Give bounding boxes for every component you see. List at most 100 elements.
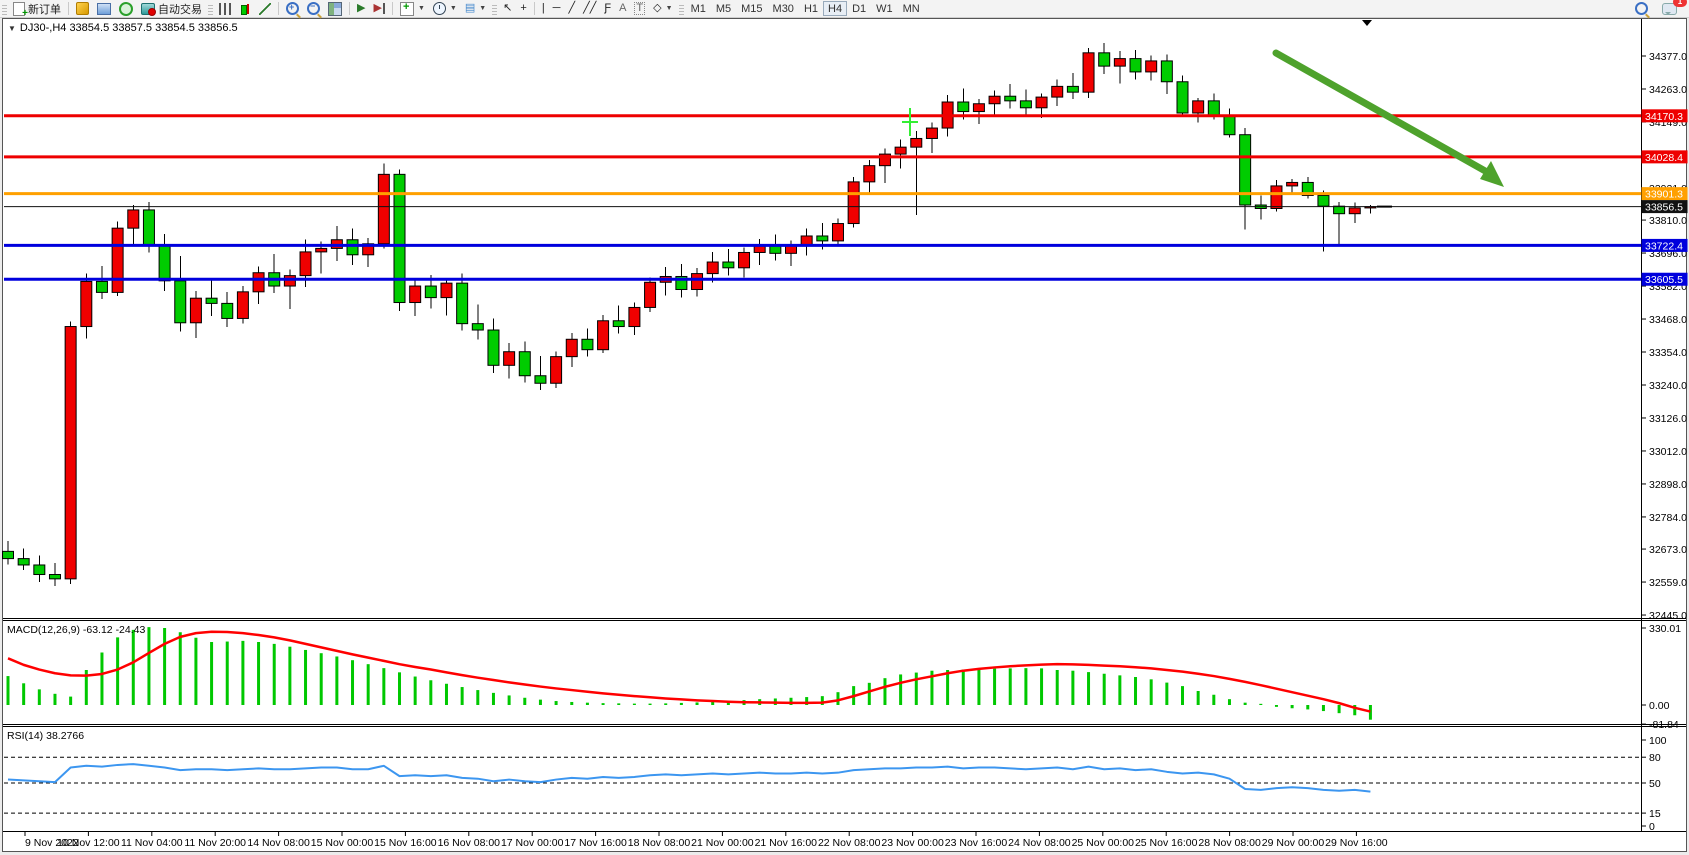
separator — [533, 2, 535, 15]
line-chart-button[interactable] — [255, 1, 275, 16]
svg-text:21 Nov 16:00: 21 Nov 16:00 — [755, 837, 818, 849]
svg-text:33126.0: 33126.0 — [1649, 413, 1687, 425]
candlestick-chart-icon — [239, 3, 251, 15]
auto-trading-button[interactable]: 自动交易 — [137, 1, 206, 16]
tile-windows-icon — [328, 1, 342, 16]
svg-text:11 Nov 20:00: 11 Nov 20:00 — [184, 837, 246, 849]
timeframe-w1[interactable]: W1 — [871, 1, 898, 16]
equidistant-channel-icon: ╱╱ — [583, 2, 597, 14]
search-button[interactable] — [1631, 1, 1652, 16]
svg-text:15 Nov 16:00: 15 Nov 16:00 — [374, 837, 437, 849]
chat-button[interactable]: 1 — [1658, 0, 1687, 16]
new-order-icon — [13, 1, 28, 19]
timeframe-mn[interactable]: MN — [898, 1, 925, 16]
fibonacci-tool-button[interactable]: Ƒ — [600, 1, 615, 16]
svg-text:9 Nov 2022: 9 Nov 2022 — [25, 837, 79, 849]
svg-text:24 Nov 08:00: 24 Nov 08:00 — [1008, 837, 1071, 849]
timeframe-h1[interactable]: H1 — [799, 1, 823, 16]
arrows-icon: ◇ — [653, 2, 662, 14]
timeframe-m5[interactable]: M5 — [711, 1, 736, 16]
rsi-pane: 100 80 50 150 — [4, 735, 1667, 833]
svg-text:23 Nov 16:00: 23 Nov 16:00 — [945, 837, 1008, 849]
vertical-line-tool-button[interactable]: | — [538, 1, 549, 16]
new-order-button[interactable]: 新订单 — [9, 1, 65, 19]
symbol-dropdown-caret-icon[interactable]: ▼ — [8, 24, 16, 33]
svg-text:15 Nov 00:00: 15 Nov 00:00 — [311, 837, 374, 849]
crosshair-tool-button[interactable]: + — [516, 1, 530, 16]
market-watch-button[interactable] — [72, 1, 93, 16]
zoom-out-icon — [307, 1, 320, 15]
svg-text:22 Nov 08:00: 22 Nov 08:00 — [818, 837, 881, 849]
chart-shift-icon: ▶ — [373, 3, 385, 14]
svg-text:17 Nov 00:00: 17 Nov 00:00 — [501, 837, 564, 849]
chevron-down-icon: ▼ — [417, 5, 425, 12]
chart-shift-marker — [1362, 20, 1372, 26]
svg-text:0: 0 — [1649, 821, 1655, 833]
timeframe-h4[interactable]: H4 — [823, 1, 848, 16]
navigator-button[interactable] — [93, 1, 115, 16]
macd-indicator-label: MACD(12,26,9) -63.12 -24.43 — [7, 624, 146, 636]
candlestick-chart-button[interactable] — [235, 1, 255, 16]
svg-text:330.01: 330.01 — [1649, 623, 1681, 635]
chevron-down-icon: ▼ — [479, 5, 487, 12]
periods-button[interactable]: ▼ — [429, 1, 461, 16]
pane-separators — [3, 19, 1686, 832]
timeframe-d1[interactable]: D1 — [847, 1, 871, 16]
svg-text:33354.0: 33354.0 — [1649, 347, 1687, 359]
zoom-out-button[interactable] — [303, 1, 324, 16]
svg-text:33722.4: 33722.4 — [1645, 240, 1683, 252]
svg-text:50: 50 — [1649, 778, 1661, 790]
chart-title[interactable]: ▼ DJ30-,H4 33854.5 33857.5 33854.5 33856.… — [8, 22, 238, 34]
svg-text:34377.0: 34377.0 — [1649, 51, 1687, 63]
auto-trading-label: 自动交易 — [158, 3, 202, 16]
svg-text:34028.4: 34028.4 — [1645, 152, 1683, 164]
text-icon: A — [619, 2, 627, 14]
svg-text:33901.3: 33901.3 — [1645, 189, 1683, 201]
trend-arrow-annotation — [1272, 49, 1504, 187]
toolbar-grip[interactable] — [2, 2, 7, 15]
label-tool-button[interactable]: T — [630, 1, 649, 16]
svg-text:29 Nov 16:00: 29 Nov 16:00 — [1325, 837, 1388, 849]
toolbar-grip[interactable] — [678, 2, 684, 15]
timeframe-m30[interactable]: M30 — [768, 1, 799, 16]
zoom-in-button[interactable] — [282, 1, 303, 16]
timeframe-m15[interactable]: M15 — [736, 1, 767, 16]
terminal-button[interactable] — [115, 1, 137, 16]
separator — [349, 2, 350, 15]
svg-text:25 Nov 00:00: 25 Nov 00:00 — [1072, 837, 1135, 849]
tile-windows-button[interactable] — [324, 1, 346, 16]
equidistant-channel-tool-button[interactable]: ╱╱ — [579, 1, 600, 16]
chart-shift-button[interactable]: ▶ — [369, 1, 388, 16]
svg-text:33240.0: 33240.0 — [1649, 380, 1687, 392]
market-watch-icon — [76, 2, 89, 15]
timeframe-m1[interactable]: M1 — [686, 1, 711, 16]
svg-text:10 Nov 12:00: 10 Nov 12:00 — [57, 837, 120, 849]
indicators-button[interactable]: ▼ — [396, 1, 429, 16]
svg-text:0.00: 0.00 — [1649, 700, 1670, 712]
line-chart-icon — [259, 2, 271, 15]
arrows-tool-button[interactable]: ◇ ▼ — [649, 1, 676, 16]
cursor-tool-button[interactable]: ↖ — [499, 1, 516, 16]
chat-icon — [1662, 2, 1677, 15]
trendline-tool-button[interactable]: ╱ — [564, 1, 579, 16]
svg-text:21 Nov 00:00: 21 Nov 00:00 — [691, 837, 754, 849]
svg-text:32445.0: 32445.0 — [1649, 610, 1687, 622]
text-tool-button[interactable]: A — [615, 1, 630, 16]
auto-scroll-button[interactable]: ▶ — [353, 1, 369, 16]
crosshair-icon: + — [520, 2, 527, 14]
toolbar-grip[interactable] — [492, 2, 498, 15]
toolbar-grip[interactable] — [208, 2, 213, 15]
zoom-in-icon — [286, 2, 299, 15]
separator — [391, 2, 393, 15]
svg-text:23 Nov 00:00: 23 Nov 00:00 — [881, 837, 944, 849]
toolbar: 新订单 自动交易 ▶ ▶ ▼ ▼ ▤▼ ↖ + | ─ ╱ ╱╱ Ƒ A T ◇… — [0, 0, 1689, 19]
horizontal-line-tool-button[interactable]: ─ — [549, 1, 565, 16]
templates-button[interactable]: ▤ ▼ — [461, 1, 490, 16]
svg-text:29 Nov 00:00: 29 Nov 00:00 — [1262, 837, 1325, 849]
auto-trading-icon — [141, 2, 156, 16]
svg-text:33012.0: 33012.0 — [1649, 446, 1687, 458]
bar-chart-button[interactable] — [215, 1, 235, 16]
cross-marker — [902, 108, 918, 136]
